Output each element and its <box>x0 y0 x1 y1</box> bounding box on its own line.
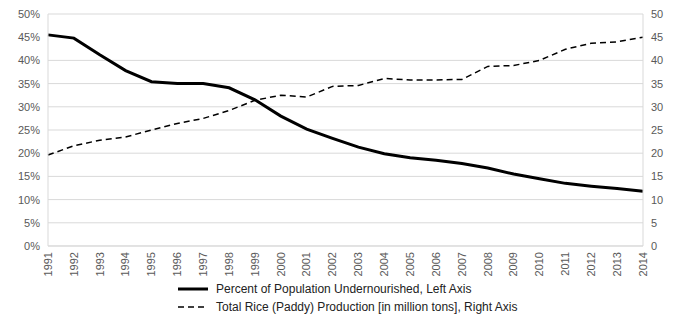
svg-text:2010: 2010 <box>533 252 545 276</box>
svg-text:2004: 2004 <box>378 252 390 276</box>
svg-text:35: 35 <box>651 78 663 90</box>
svg-text:2002: 2002 <box>326 252 338 276</box>
svg-text:40: 40 <box>651 54 663 66</box>
svg-text:0: 0 <box>651 240 657 252</box>
svg-text:50%: 50% <box>18 8 40 20</box>
svg-text:15%: 15% <box>18 170 40 182</box>
svg-text:2000: 2000 <box>275 252 287 276</box>
svg-text:15: 15 <box>651 170 663 182</box>
svg-text:1994: 1994 <box>119 252 131 276</box>
svg-text:2003: 2003 <box>352 252 364 276</box>
svg-text:2013: 2013 <box>611 252 623 276</box>
html-text:Total Rice (Paddy) Production: Total Rice (Paddy) Production [in millio… <box>216 300 518 314</box>
svg-text:25%: 25% <box>18 124 40 136</box>
svg-text:1991: 1991 <box>42 252 54 276</box>
svg-text:30: 30 <box>651 101 663 113</box>
svg-text:2005: 2005 <box>404 252 416 276</box>
svg-text:45: 45 <box>651 31 663 43</box>
svg-text:40%: 40% <box>18 54 40 66</box>
svg-text:2007: 2007 <box>456 252 468 276</box>
svg-text:2001: 2001 <box>301 252 313 276</box>
svg-text:45%: 45% <box>18 31 40 43</box>
svg-text:2009: 2009 <box>507 252 519 276</box>
html-text:Percent of Population Undernou: Percent of Population Undernourished, Le… <box>216 282 472 296</box>
svg-text:1996: 1996 <box>171 252 183 276</box>
svg-text:2011: 2011 <box>559 252 571 276</box>
svg-text:1992: 1992 <box>68 252 80 276</box>
svg-text:2008: 2008 <box>482 252 494 276</box>
svg-text:1998: 1998 <box>223 252 235 276</box>
svg-text:5%: 5% <box>24 217 40 229</box>
svg-text:2014: 2014 <box>637 252 649 276</box>
svg-text:10%: 10% <box>18 194 40 206</box>
svg-text:30%: 30% <box>18 101 40 113</box>
svg-text:10: 10 <box>651 194 663 206</box>
svg-text:5: 5 <box>651 217 657 229</box>
svg-text:20%: 20% <box>18 147 40 159</box>
svg-text:2006: 2006 <box>430 252 442 276</box>
svg-text:2012: 2012 <box>585 252 597 276</box>
svg-text:20: 20 <box>651 147 663 159</box>
svg-text:1995: 1995 <box>145 252 157 276</box>
svg-text:1993: 1993 <box>94 252 106 276</box>
svg-text:1997: 1997 <box>197 252 209 276</box>
svg-text:0%: 0% <box>24 240 40 252</box>
svg-text:35%: 35% <box>18 78 40 90</box>
svg-text:50: 50 <box>651 8 663 20</box>
svg-text:1999: 1999 <box>249 252 261 276</box>
svg-text:25: 25 <box>651 124 663 136</box>
